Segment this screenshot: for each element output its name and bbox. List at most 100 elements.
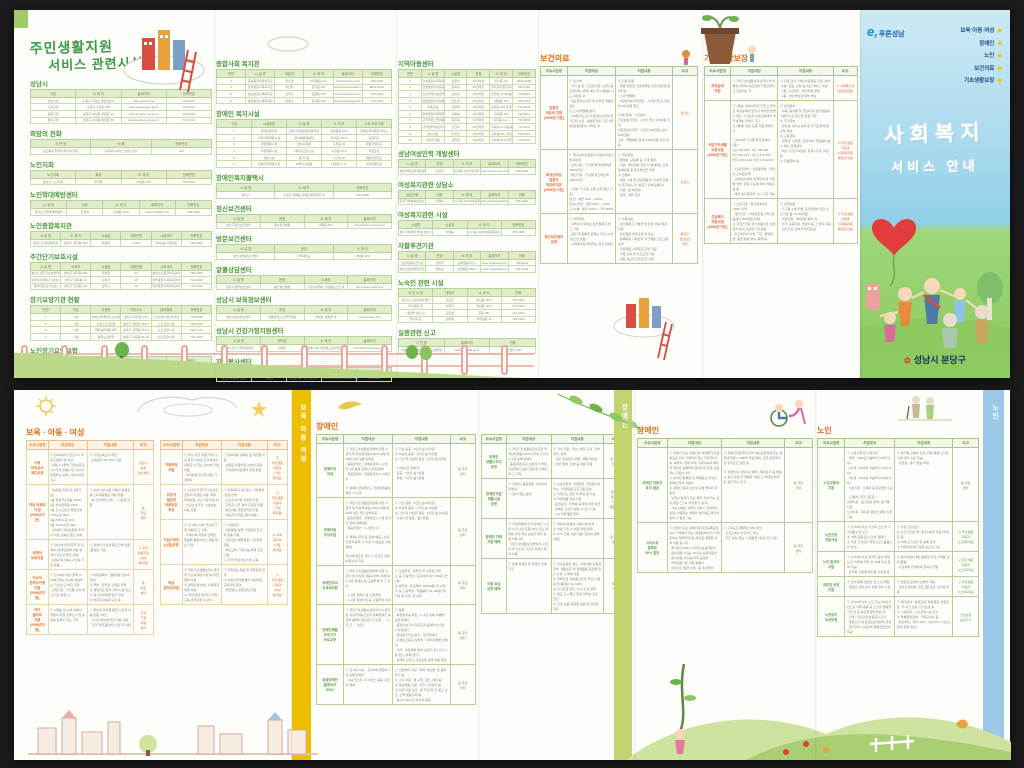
table-row: 하시엘의 집 이영자 성남동 3075 745-3123	[397, 302, 537, 311]
star-sketch-icon	[251, 401, 267, 417]
table-row: 정신보건센터 운영 ① 지역주민 · 지역내 거주하는 정신질환자 및 그 가족 …	[540, 213, 699, 264]
diamond-bullet-icon: ◆	[997, 40, 1002, 47]
table-row: 드림스타트 (시범)운영 ① 만 0세~12세 저소득 가정 아동과 그 가족 ·…	[160, 519, 289, 565]
table-row: 내일을 여는 집 김요셉 중동 281 744-2312	[397, 309, 537, 317]
table-row: 4 직업재활시설 에바다근로시설 수진동 05-2 직업훈련	[216, 147, 392, 155]
childcare-table-left: 주요사업명 지원대상 지원내용 비고 가정 보육교사 제도운영 ① 만2세이하 (전년 1…	[26, 440, 155, 635]
health-table: 주요사업명 지원대상 지원내용 비고 암환자 의료비 지원 (2006년 기준) ① 임산…	[540, 66, 699, 264]
table-row: 보호가 필요한 아동보호 육성 ① 보호자가 없거나 보호자로부터 이탈된 아동,…	[160, 484, 289, 520]
program-table: 주요사업명 지원대상 지원내용 비고 장애인 자동차 표지 발급 ① 장애인 또는 장애인…	[637, 438, 813, 573]
table-row: 긴급복지 지원사업 (2006년 기준) ① 소득기준 : 최저생계비의 130%…	[704, 198, 858, 244]
buildings-cloud-small	[613, 298, 675, 361]
table-row: 2 지역사회재활시설 성남혜원재활원 양지동 120-1 교육지도	[216, 133, 392, 142]
table-row: 차등 보육료 지 원 (2006년기준) 〈보육료 지원 및 소득기준〉 1층 법…	[26, 484, 155, 540]
heart-balloon-icon	[872, 219, 916, 287]
brochure-sheet-inside: 보육 · 아동 · 여성 주요사업명 지원대상 지원내용 비고 가정 보육교사 제도운영…	[14, 390, 1011, 760]
cover-menu-item: 노인 ◆	[984, 53, 1002, 59]
program-table: 주요사업명 지원대상 지원내용 비고 의료급여 지원 ① 국민기초생활보장수급자 및 타법…	[704, 66, 858, 244]
sun-sketch-icon	[36, 396, 56, 416]
table-row: 성남자활후견기관 김미자 상대원동2가-1 www.snjahwal.or.kr 745…	[397, 258, 537, 267]
section-title: 성남여성인력 개발센터	[398, 150, 460, 158]
section-title: 성남시 보육정보센터	[216, 297, 272, 305]
table-row: 1시설KBC산학위탁노인시설금곡노인복지센터분당구 야탑동 223노인요양시설 …	[29, 313, 213, 321]
health-title: 보건의료	[540, 54, 570, 63]
city-emblem-icon: ✿	[904, 356, 911, 365]
cover-menu-item: 장애인 ◆	[979, 40, 1002, 47]
table-row: 경기노인학대예방센터 정경화 산성동 2178 www.kg3389.or.kr 738…	[29, 208, 213, 216]
table-row: 2 시설 수정노인요양원 분당구 야탑동 353-1 노인요양시설 708-6933	[29, 319, 213, 328]
green-hills-swing-illustration	[626, 664, 1011, 760]
info-table: 시 설 명 운영 소 재 지 분당구방문보건센터 아주대학교 야탑동 349	[215, 244, 393, 260]
panel-health-medical: 보건의료 주요사업명 지원대상 지원내용 비고 암환자 의료비 지원 (2006년 기준…	[540, 10, 699, 378]
panel-senior: 노인 주요사업명 지원대상 지원내용 비고 노인교통비 지원 ① 시급시행 및 선정기준 …	[816, 390, 979, 760]
green-hill-wedge	[14, 352, 534, 378]
corner-accent	[14, 10, 28, 28]
info-table: 시 설 명 운영 소 재 지 홈페이지 성남시보육정보센터 경원대학교 산학협력단 복정동 …	[216, 305, 392, 321]
section-title: 노인학대예방센터	[30, 192, 78, 200]
table-row: 분당구정신보건센터 용인정신병원 야탑동 341 http://www.snmhc.o…	[216, 221, 392, 230]
section-title: 여성복지관련 상담소	[398, 181, 454, 189]
info-table: 구분 소 재 지 홈페이지 전화번호 성남시청 수정구 시청로 성남대로 9 www.can…	[29, 88, 213, 125]
section-title: 장기요양기관 현황	[30, 297, 80, 305]
table-row: 보건복지콜센터 희망의 전화 사회복지서비스 안내, 접수 129	[29, 147, 213, 155]
table-row: 3 인성지역아동쉼터 김숙희 30인미만 정자동 78-2(2층) 704-6823	[398, 90, 536, 98]
cover-menu-item: 보건의료 ◆	[974, 65, 1002, 72]
disabled-table-1: 주요사업명 지원대상 지원내용 비고 장애수당 지급 ① 국민기초생활보장법에 의한 수급…	[315, 434, 477, 705]
cover-title: 사회복지 서비스 안내	[884, 121, 987, 175]
disabled-title-1: 장애인	[316, 422, 339, 431]
table-row: 2한울밝은터아동센터윤숙희30인미만한지원마을단지내상가101706-4181	[398, 83, 536, 92]
fold-strip-childcare: 보육·아동·여성	[292, 390, 311, 760]
table-row: 장애인 생활도우미 운영 ① 국민기초생활보장수급자 및 차상위계층(120% 이…	[481, 443, 628, 479]
section-title: 성남시	[30, 80, 48, 88]
program-table: 주요사업명 지원대상 지원내용 비고 가정위탁 사업 ① 부모 사망·질병·학대·수감 등…	[160, 440, 289, 605]
city-logo: e,푸른성남	[867, 24, 905, 39]
table-row: 장애인직업 재활시설 운영 ① 장애인 (중증장애, 소아마비 장애인) · 시설…	[481, 478, 628, 519]
section-title: 주간단기보호시설	[30, 253, 78, 261]
table-row: 4 시설 평화노인마을 분당구 석운동 51-10 노인요양시설 706-3973	[29, 333, 213, 341]
table-row: 중증장애인 활동보조 서비스 ① 만 6세 이상 ~ 만 65세 미만의 1급 등…	[315, 664, 477, 705]
panel-disabled-3: 장애인 주요사업명 지원대상 지원내용 비고 장애인 자동차 표지 발급 ① 장애인 또는…	[637, 390, 813, 760]
table-row: 여성 일자리지원 ① 국민기초생활보장수급자 및 저소득 여성가장 등 취업 희망…	[160, 564, 289, 605]
table-row: 가정위탁 사업 ① 부모 사망·질병·학대·수감 등의 사유로 친가정에서 양육할…	[160, 449, 289, 485]
table-row: 의료급여 지원 ① 국민기초생활보장수급자 및 타법에 의하여 의료급여가 필요하…	[704, 75, 858, 101]
info-table: 시 설 명 운영 소재지 홈페이지 성남시알콜상담센터 용인정신병원 수정구(위탁) 산성동…	[216, 274, 392, 291]
diamond-bullet-icon: ◆	[997, 28, 1002, 34]
family-illustration	[860, 272, 1010, 356]
program-table: 주요사업명 지원대상 지원내용 비고 노인교통비 지원 ① 시급시행 및 선정기준 · 연…	[816, 438, 979, 637]
city-skyline-illustration	[28, 710, 318, 756]
basic-table: 주요사업명 지원대상 지원내용 비고 의료급여 지원 ① 국민기초생활보장수급자 및 타법…	[704, 66, 858, 244]
table-row: 아이 돌보미 지원 (2006년지원) ① 3개월~만12세 아동의 맞벌이·취업…	[26, 604, 155, 635]
welfare-tables: 종합사회 복지관 연번 시 설 명 대표자 소 재 지 홈페이지 전화번호 1 중원종합사회복지…	[215, 58, 393, 383]
table-row: 안나의 집 김하종 하대원동 10 756-9123	[397, 315, 537, 324]
table-row: 성남시보육정보센터 경원대학교 산학협력단 복정동 경원대 내 www.snedu.o…	[216, 313, 392, 321]
table-row: 성남시건강가정지원센터 이재인 복정동 495 복정청소년수련관 3층 http://…	[216, 343, 392, 352]
table-row: 장애아동 수당지급 ① 국민기초생활보장법에 의한 수급자 및 차상위계층(120…	[315, 497, 477, 566]
table-row: 성남시 노숙인상담센터 김요한 성남동 3675 756-4123	[397, 295, 537, 304]
info-table: 시 설 명 운영 소 재 지 홈페이지 분당구정신보건센터 용인정신병원 야탑동 341 ht…	[216, 213, 392, 230]
table-row: 가정 보육교사 제도운영 ① 만2세이하 (전년 1.1 이후출생아) 영·유아 …	[26, 449, 155, 485]
section-title: 정신보건센터	[216, 205, 252, 213]
section-title: 지역아동센터	[398, 61, 434, 68]
table-row: 분당구청 분당구 수내동 분당로 50 www.bundang-gu.go.kr 72…	[29, 116, 213, 125]
buildings-ladder-illustration	[123, 30, 205, 92]
table-row: 장애인 차량 지원 혜택 ① 지방세법에 의거 장애인 1~3급 (시각 4급 포…	[481, 518, 628, 559]
table-row: 국민기초생활 보장사업 (2006년 기준) ① (일반) 부양의무자가 없고·있…	[704, 100, 858, 199]
table-row: 성남시 수정구 태평동 장애인복지회관 내 729-2288	[215, 190, 393, 199]
panel-disabled-1: 장애인 주요사업명 지원대상 지원내용 비고 장애수당 지급 ① 국민기초생활보장법에 의…	[315, 390, 477, 760]
table-row: 한국가정법률상담소 성남지부 부설 성남가정폭력상담소이영숙시흥동 190 여성…	[397, 197, 537, 206]
cover-menu-item: 기초생활보장 ◆	[964, 78, 1002, 84]
info-table: 시 설 명 소장 소 재 지 홈페이지 전화번호 경기노인학대예방센터 정경화 산성동 217…	[29, 200, 213, 216]
info-table: 시 설 명 관장 소 재 지 홈페이지 전화 성남자활후견기관 김미자 상대원동2가-1 www…	[397, 250, 537, 273]
table-row: 3 성남종합사회복지관 김희수 금광동 135 www.chungwol.or.kr 75…	[215, 90, 393, 98]
fold-strip-senior: 노인	[983, 390, 1004, 760]
table-row: 경로당 운영 지원 ① 관내 등록 경로당 및 노인 회원 · 경로당 신축·보수…	[816, 576, 979, 597]
